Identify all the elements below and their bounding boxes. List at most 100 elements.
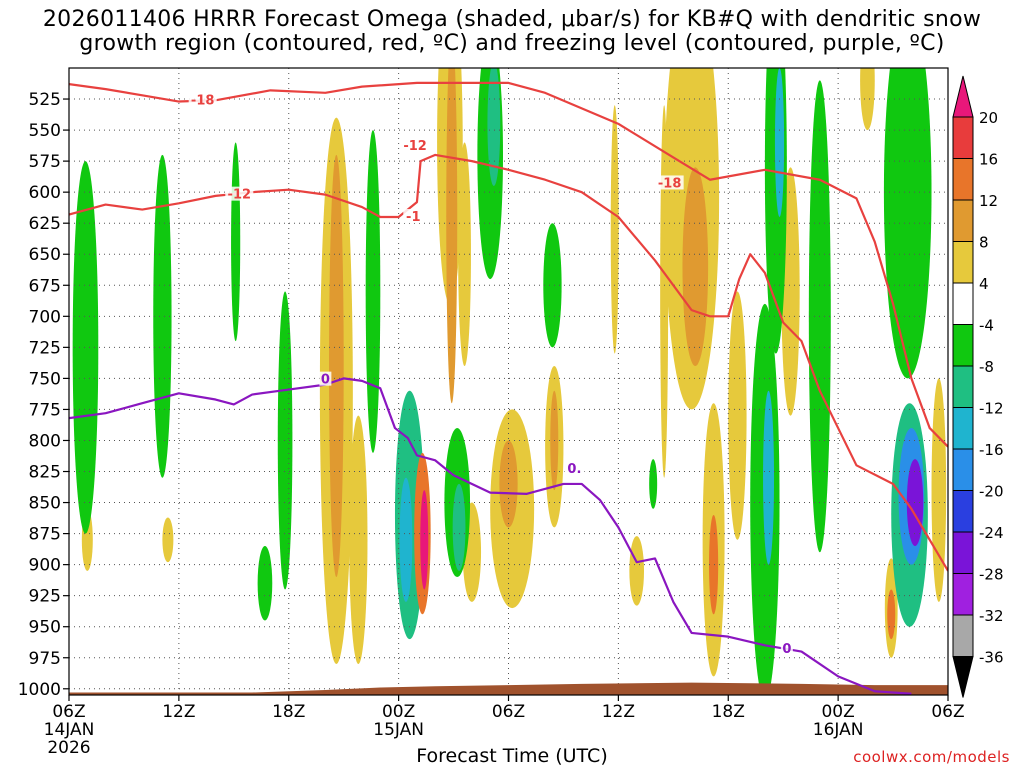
colorbar-label-4: 4 bbox=[979, 275, 989, 293]
colorbar-bottom-arrow bbox=[952, 656, 974, 698]
colorbar-label-5: -4 bbox=[979, 317, 994, 335]
x-axis-title: Forecast Time (UTC) bbox=[416, 745, 608, 767]
y-tick-label-550: 550 bbox=[29, 121, 61, 141]
colorbar: 20 16 12 8 4 -4 -8 -12 -16 -20 -24 -28 -32 -36 bbox=[952, 75, 1004, 698]
contour-label-bg-5 bbox=[319, 371, 332, 386]
omega-cell-17 bbox=[257, 546, 273, 621]
y-tick-label-850: 850 bbox=[29, 494, 61, 514]
colorbar-bin-10 bbox=[952, 490, 974, 533]
omega-cell-19 bbox=[365, 130, 381, 453]
colorbar-label-1: 16 bbox=[979, 151, 998, 169]
terrain-surface bbox=[69, 682, 948, 695]
colorbar-label-9: -20 bbox=[979, 483, 1004, 501]
colorbar-label-7: -12 bbox=[979, 400, 1004, 418]
contour-label-bg-3 bbox=[401, 138, 430, 153]
y-tick-label-600: 600 bbox=[29, 183, 61, 203]
omega-cell-43 bbox=[709, 514, 719, 615]
x-tick-label-0: 06Z bbox=[52, 702, 85, 722]
colorbar-top-arrow bbox=[952, 75, 974, 118]
contour-line-1 bbox=[69, 153, 948, 572]
y-tick-label-775: 775 bbox=[29, 400, 61, 420]
omega-cell-36 bbox=[682, 167, 709, 366]
omega-cell-13 bbox=[860, 68, 875, 131]
x-tick-label-2: 18Z bbox=[272, 702, 305, 722]
colorbar-label-3: 8 bbox=[979, 234, 989, 252]
credit-link[interactable]: coolwx.com/models bbox=[853, 748, 1010, 766]
colorbar-label-12: -32 bbox=[979, 607, 1004, 625]
omega-cell-11 bbox=[728, 291, 747, 540]
colorbar-label-6: -8 bbox=[979, 358, 994, 376]
contour-label-6: 0. bbox=[567, 462, 581, 477]
y-tick-label-675: 675 bbox=[29, 276, 61, 296]
omega-cell-16 bbox=[277, 291, 293, 590]
y-tick-label-800: 800 bbox=[29, 431, 61, 451]
y-tick-label-875: 875 bbox=[29, 525, 61, 545]
omega-cell-38 bbox=[446, 68, 458, 404]
x-tick-sublabel-0-1: 2026 bbox=[47, 738, 90, 758]
colorbar-bin-3 bbox=[952, 199, 974, 242]
omega-cell-46 bbox=[887, 589, 896, 640]
y-tick-label-725: 725 bbox=[29, 338, 61, 358]
contour-label-bg-1 bbox=[655, 175, 684, 190]
contour-label-bg-4 bbox=[403, 208, 424, 223]
surface-fill bbox=[69, 682, 948, 695]
contour-label-5: 0 bbox=[321, 373, 330, 388]
y-axis: 525 550 575 600 625 650 675 700 725 750 775 800 825 8… bbox=[18, 90, 69, 700]
colorbar-label-11: -28 bbox=[979, 566, 1004, 584]
omega-shading bbox=[72, 68, 947, 695]
contour-label-4: -1 bbox=[406, 210, 420, 225]
x-tick-label-6: 18Z bbox=[712, 702, 745, 722]
y-tick-label-700: 700 bbox=[29, 307, 61, 327]
omega-cell-2 bbox=[231, 142, 241, 342]
x-tick-sublabel-0-0: 14JAN bbox=[44, 720, 95, 740]
omega-cell-29 bbox=[931, 378, 947, 602]
colorbar-label-13: -36 bbox=[979, 649, 1004, 667]
colorbar-bin-13 bbox=[952, 614, 974, 657]
contour-label-2: -12 bbox=[228, 188, 252, 203]
y-tick-label-925: 925 bbox=[29, 587, 61, 607]
y-tick-label-1000: 1000 bbox=[18, 680, 61, 700]
x-tick-sublabel-3-0: 15JAN bbox=[373, 720, 424, 740]
colorbar-bin-12 bbox=[952, 573, 974, 616]
x-tick-label-7: 00Z bbox=[821, 702, 854, 722]
y-tick-label-650: 650 bbox=[29, 245, 61, 265]
omega-cell-47 bbox=[399, 477, 413, 602]
omega-cell-33 bbox=[329, 154, 344, 578]
contour-line-2 bbox=[69, 377, 912, 695]
contour-label-0: -18 bbox=[191, 93, 215, 108]
contour-label-1: -18 bbox=[658, 176, 682, 191]
x-tick-label-1: 12Z bbox=[162, 702, 195, 722]
contour-label-7: 0 bbox=[782, 642, 791, 657]
x-tick-label-4: 06Z bbox=[492, 702, 525, 722]
chart-title-line-2: growth region (contoured, red, ºC) and f… bbox=[79, 31, 945, 56]
colorbar-bin-1 bbox=[952, 116, 974, 159]
x-tick-label-3: 00Z bbox=[382, 702, 415, 722]
omega-cell-15 bbox=[153, 154, 172, 478]
omega-cell-1 bbox=[162, 517, 174, 563]
colorbar-label-10: -24 bbox=[979, 524, 1004, 542]
colorbar-bin-9 bbox=[952, 448, 974, 491]
omega-cell-8 bbox=[610, 105, 619, 354]
contour-label-3: -12 bbox=[403, 139, 427, 154]
y-tick-label-950: 950 bbox=[29, 618, 61, 638]
y-tick-label-825: 825 bbox=[29, 463, 61, 483]
y-tick-label-975: 975 bbox=[29, 649, 61, 669]
contour-label-bg-7 bbox=[780, 641, 793, 656]
omega-cell-45 bbox=[763, 390, 775, 565]
contour-label-bg-2 bbox=[225, 186, 254, 201]
colorbar-bin-2 bbox=[952, 158, 974, 201]
colorbar-bin-4 bbox=[952, 241, 974, 284]
y-tick-label-750: 750 bbox=[29, 369, 61, 389]
x-tick-sublabel-7-0: 16JAN bbox=[813, 720, 864, 740]
colorbar-bin-8 bbox=[952, 407, 974, 450]
chart-title-line-1: 2026011406 HRRR Forecast Omega (shaded, … bbox=[42, 7, 982, 32]
contour-labels: -18 -18 -12 -12 -1 0 0. 0 bbox=[188, 92, 793, 657]
y-tick-label-575: 575 bbox=[29, 152, 61, 172]
colorbar-bin-6 bbox=[952, 324, 974, 367]
omega-cell-9 bbox=[629, 536, 645, 606]
x-tick-label-5: 12Z bbox=[602, 702, 635, 722]
contour-label-bg-6 bbox=[564, 461, 585, 476]
omega-cell-42 bbox=[452, 483, 466, 571]
